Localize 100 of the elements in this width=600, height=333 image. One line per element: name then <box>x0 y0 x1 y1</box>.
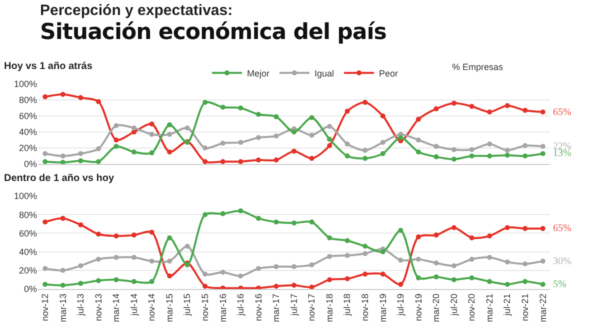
point <box>344 108 350 114</box>
y-tick-label: 40% <box>18 246 37 257</box>
point <box>256 216 261 221</box>
point <box>469 154 474 158</box>
y-tick-label: 40% <box>18 127 37 138</box>
point <box>114 123 119 128</box>
point <box>96 278 101 284</box>
point <box>416 150 421 154</box>
point <box>540 282 546 287</box>
point <box>202 100 208 105</box>
point <box>292 130 296 134</box>
point <box>504 260 510 265</box>
y-tick-label: 0% <box>24 159 37 170</box>
point <box>416 256 421 262</box>
point <box>469 275 474 280</box>
point <box>434 106 439 112</box>
point <box>416 138 421 142</box>
point <box>398 135 404 140</box>
chart-title: Situación económica del país <box>40 20 386 46</box>
point <box>96 159 101 164</box>
point <box>114 254 119 260</box>
point <box>184 244 190 249</box>
point <box>362 100 368 105</box>
x-tick-label: nov-13 <box>93 294 104 322</box>
point <box>469 104 474 109</box>
point <box>434 144 439 149</box>
point <box>42 151 48 156</box>
point <box>380 249 386 254</box>
point <box>327 235 332 240</box>
point <box>327 143 332 148</box>
y-tick-label: 100% <box>14 191 37 202</box>
point <box>469 147 474 152</box>
x-tick-label: nov-21 <box>520 294 530 322</box>
point <box>344 154 350 158</box>
point <box>380 140 386 145</box>
x-tick-label: jul-14 <box>128 294 139 317</box>
point <box>416 116 421 122</box>
point <box>522 261 528 266</box>
x-tick-label: mar-15 <box>164 294 174 322</box>
point <box>78 95 84 100</box>
point <box>96 99 101 104</box>
x-tick-label: mar-21 <box>484 294 494 322</box>
point <box>202 212 208 218</box>
point <box>362 244 368 249</box>
point <box>60 154 66 158</box>
chart-subtitle: Hoy vs 1 año atrás <box>4 61 93 72</box>
x-tick-label: jul-21 <box>502 294 512 317</box>
point <box>96 146 101 152</box>
x-tick-label: mar-18 <box>324 294 334 322</box>
point <box>132 150 136 154</box>
point <box>96 232 101 237</box>
point <box>469 256 474 262</box>
x-tick-label: mar-17 <box>271 294 282 322</box>
point <box>167 235 172 240</box>
x-tick-label: nov-20 <box>466 294 477 322</box>
point <box>344 253 350 258</box>
point <box>327 124 332 129</box>
point <box>487 279 492 284</box>
point <box>487 254 492 260</box>
x-tick-label: jul-15 <box>182 294 192 317</box>
point <box>149 230 154 235</box>
point <box>60 160 66 164</box>
x-tick-label: jul-20 <box>448 294 459 317</box>
point <box>167 122 172 128</box>
point <box>452 225 456 230</box>
point <box>42 266 48 272</box>
point <box>344 238 350 244</box>
point <box>274 284 279 289</box>
point <box>540 151 546 156</box>
point <box>434 274 439 280</box>
x-tick-label: nov-17 <box>306 294 317 322</box>
y-tick-label: 100% <box>14 79 37 90</box>
x-tick-label: nov-16 <box>253 294 264 322</box>
point <box>362 272 368 277</box>
point <box>114 233 119 238</box>
point <box>309 156 314 161</box>
point <box>416 234 421 240</box>
point <box>327 136 332 142</box>
point <box>398 228 404 233</box>
point <box>292 282 296 288</box>
point <box>60 216 66 221</box>
point <box>469 235 474 240</box>
y-tick-label: 60% <box>18 228 37 238</box>
x-tick-label: jul-13 <box>76 294 86 317</box>
x-tick-label: jul-18 <box>342 294 352 317</box>
point <box>114 277 119 282</box>
legend-label: Mejor <box>246 68 270 78</box>
point <box>434 154 439 160</box>
point <box>380 114 386 118</box>
point <box>362 251 368 256</box>
point <box>504 148 510 153</box>
point <box>416 275 421 280</box>
point <box>132 279 136 284</box>
point <box>78 263 84 268</box>
annotation: 30% <box>553 256 572 267</box>
annotation: 65% <box>553 223 572 234</box>
point <box>149 122 154 126</box>
point <box>540 144 546 149</box>
point <box>256 158 261 162</box>
point <box>202 272 208 277</box>
